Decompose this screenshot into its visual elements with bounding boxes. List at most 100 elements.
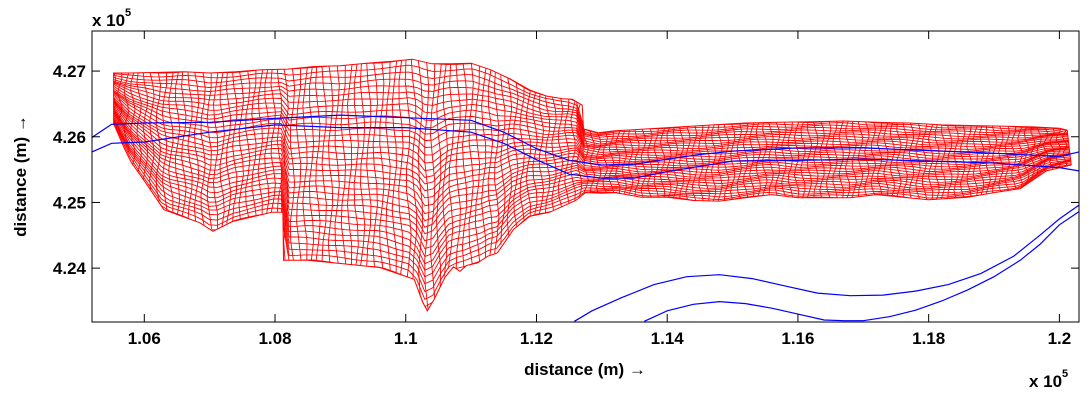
- mesh-line: [113, 76, 1072, 138]
- channel-edge-line: [92, 114, 1079, 166]
- mesh-line: [544, 96, 551, 213]
- mesh-line: [366, 62, 372, 267]
- mesh-line: [359, 63, 366, 266]
- svg-text:x 10: x 10: [92, 11, 125, 30]
- mesh-line: [174, 71, 181, 215]
- mesh-line: [589, 131, 595, 193]
- axes-box: [91, 30, 1080, 323]
- mesh-line: [755, 122, 761, 197]
- mesh-line: [113, 98, 1072, 185]
- mesh-outline: [113, 58, 1072, 312]
- mesh-line: [659, 127, 666, 198]
- mesh-line: [113, 105, 1072, 222]
- mesh-line: [219, 72, 225, 227]
- x-tick-label: 1.08: [258, 329, 291, 348]
- mesh-line: [113, 81, 1072, 145]
- mesh-line: [295, 67, 302, 261]
- mesh-line: [424, 62, 430, 310]
- mesh-line: [685, 126, 691, 200]
- mesh-line: [391, 60, 398, 273]
- x-tick-label: 1.1: [394, 329, 418, 348]
- mesh-line: [289, 68, 296, 261]
- mesh-line: [212, 72, 219, 230]
- mesh-line: [430, 63, 436, 302]
- mesh-line: [113, 82, 1072, 146]
- x-tick-label: 1.18: [912, 329, 945, 348]
- channel-edge-line: [644, 211, 1079, 322]
- svg-text:5: 5: [1062, 368, 1068, 380]
- mesh-line: [398, 60, 404, 275]
- mesh-line: [113, 89, 1072, 153]
- mesh-line: [113, 110, 1072, 250]
- y-tick-label: 4.24: [53, 259, 87, 278]
- mesh-line: [264, 69, 270, 214]
- mesh-line: [410, 59, 418, 280]
- mesh-line: [596, 132, 602, 194]
- x-tick-label: 1.14: [651, 329, 685, 348]
- mesh-line: [615, 130, 621, 194]
- mesh-line: [113, 118, 1072, 278]
- mesh-line: [417, 61, 424, 295]
- mesh-line: [113, 110, 1072, 242]
- mesh-line: [113, 114, 1072, 265]
- y-tick-label: 4.27: [53, 62, 86, 81]
- mesh-line: [653, 128, 659, 198]
- mesh-line: [334, 65, 340, 264]
- mesh-line: [113, 101, 1072, 207]
- y-tick-label: 4.26: [53, 128, 86, 147]
- mesh-line: [113, 120, 1072, 293]
- x-tick-label: 1.16: [781, 329, 814, 348]
- y-tick-label: 4.25: [53, 193, 86, 212]
- mesh-line: [113, 121, 1072, 301]
- mesh-line: [385, 61, 391, 271]
- mesh-line: [257, 69, 264, 216]
- mesh-line: [113, 119, 1072, 285]
- mesh-line: [372, 62, 378, 268]
- mesh-line: [461, 63, 468, 268]
- mesh-line: [113, 71, 1072, 137]
- x-axis-title: distance (m) →: [524, 360, 646, 379]
- mesh-line: [436, 63, 442, 290]
- mesh-line: [113, 92, 1072, 164]
- mesh-line: [113, 91, 1072, 157]
- mesh-line: [749, 122, 755, 198]
- svg-text:5: 5: [125, 7, 131, 19]
- mesh-line: [1017, 126, 1023, 189]
- channel-edge-line: [574, 204, 1079, 322]
- x-multiplier: x 10 5: [1029, 368, 1068, 391]
- plot-area: [92, 58, 1079, 322]
- mesh-line: [113, 85, 1072, 149]
- mesh-line: [113, 83, 1072, 147]
- x-axis: 1.06 1.08 1.1 1.12 1.14 1.16 1.18 1.2: [128, 31, 1071, 348]
- svg-text:x 10: x 10: [1029, 372, 1062, 391]
- mesh-line: [500, 75, 506, 245]
- mesh-line: [113, 109, 1072, 235]
- x-tick-label: 1.2: [1048, 329, 1072, 348]
- mesh-line: [113, 64, 1072, 136]
- mesh-line: [113, 107, 1072, 228]
- mesh-line: [972, 125, 979, 196]
- mesh-line: [113, 79, 1072, 140]
- mesh-line: [327, 66, 334, 263]
- mesh-line: [168, 71, 174, 213]
- mesh-line: [870, 122, 876, 196]
- mesh-line: [447, 63, 455, 269]
- mesh-line: [113, 116, 1072, 272]
- mesh-line: [270, 69, 276, 213]
- mesh-line: [1011, 126, 1017, 190]
- mesh-line: [113, 94, 1072, 172]
- mesh-line: [113, 112, 1072, 258]
- mesh-line: [468, 63, 474, 265]
- mesh-line: [113, 80, 1072, 143]
- mesh-line: [762, 122, 768, 196]
- mesh-line: [113, 87, 1072, 151]
- y-multiplier: x 10 5: [92, 7, 131, 30]
- mesh-line: [353, 64, 359, 266]
- x-tick-label: 1.06: [128, 329, 161, 348]
- mesh-line: [966, 125, 972, 198]
- x-tick-label: 1.12: [520, 329, 553, 348]
- mesh-grid: [113, 59, 1072, 310]
- mesh-line: [113, 100, 1072, 199]
- y-axis: 4.24 4.25 4.26 4.27: [53, 62, 1079, 278]
